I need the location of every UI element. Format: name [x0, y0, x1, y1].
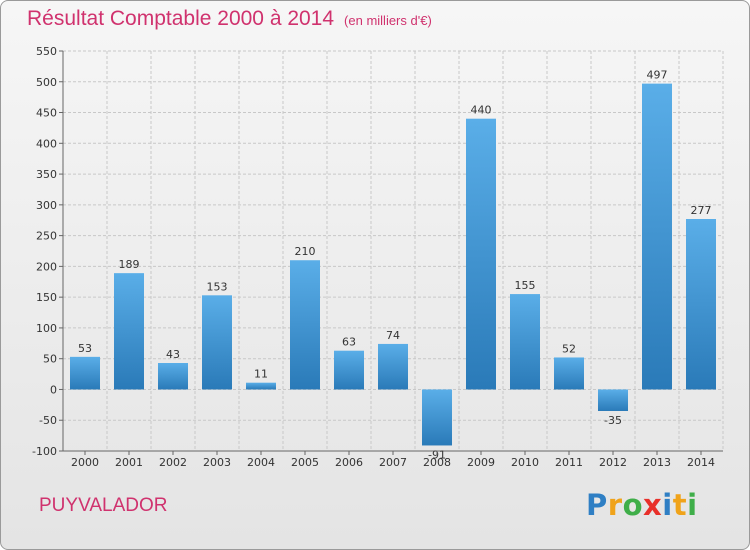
data-label: 497 — [647, 69, 668, 82]
y-tick-label: 0 — [50, 383, 57, 396]
chart-title: Résultat Comptable 2000 à 2014 — [27, 7, 335, 30]
data-label: 210 — [295, 245, 316, 258]
bar — [642, 83, 672, 390]
data-label: 53 — [78, 342, 92, 355]
bar — [114, 273, 144, 390]
y-tick-label: 350 — [36, 168, 57, 181]
bar — [510, 294, 540, 390]
x-tick-label: 2009 — [467, 456, 495, 469]
y-tick-label: -100 — [32, 445, 57, 458]
chart-title-block: Résultat Comptable 2000 à 2014 (en millie… — [27, 7, 432, 31]
brand-logo: Proxiti — [586, 488, 698, 522]
x-tick-label: 2011 — [555, 456, 583, 469]
x-tick-label: 2004 — [247, 456, 275, 469]
x-tick-label: 2007 — [379, 456, 407, 469]
data-label: 52 — [562, 342, 576, 355]
bar — [290, 260, 320, 390]
bar — [686, 219, 716, 390]
y-tick-label: 200 — [36, 260, 57, 273]
data-label: 440 — [471, 104, 492, 117]
data-label: 63 — [342, 336, 356, 349]
x-tick-label: 2000 — [71, 456, 99, 469]
y-tick-label: 550 — [36, 45, 57, 58]
bar — [202, 295, 232, 390]
y-tick-label: 150 — [36, 291, 57, 304]
x-tick-label: 2006 — [335, 456, 363, 469]
x-tick-label: 2014 — [687, 456, 715, 469]
y-tick-label: 500 — [36, 76, 57, 89]
data-label: 153 — [207, 280, 228, 293]
data-label: 74 — [386, 329, 400, 342]
y-tick-label: 300 — [36, 199, 57, 212]
chart-subtitle: (en milliers d'€) — [344, 13, 432, 28]
data-label: 11 — [254, 368, 268, 381]
y-tick-label: 250 — [36, 230, 57, 243]
bar — [466, 118, 496, 390]
y-tick-label: 400 — [36, 137, 57, 150]
brand-letter: P — [586, 488, 608, 522]
x-tick-label: 2003 — [203, 456, 231, 469]
data-label: 277 — [691, 204, 712, 217]
bar — [598, 389, 628, 411]
x-tick-label: 2008 — [423, 456, 451, 469]
x-tick-label: 2005 — [291, 456, 319, 469]
brand-letter: t — [672, 488, 688, 522]
data-label: -35 — [604, 414, 622, 427]
x-tick-label: 2010 — [511, 456, 539, 469]
bar — [158, 363, 188, 390]
data-label: 189 — [119, 258, 140, 271]
bar — [70, 356, 100, 390]
y-tick-label: 100 — [36, 322, 57, 335]
entity-name: PUYVALADOR — [39, 495, 168, 516]
y-tick-label: 50 — [43, 353, 57, 366]
brand-letter: o — [622, 488, 644, 522]
x-tick-label: 2012 — [599, 456, 627, 469]
brand-letter: x — [643, 488, 663, 522]
bar — [378, 343, 408, 390]
bar — [554, 357, 584, 390]
x-tick-label: 2013 — [643, 456, 671, 469]
bar — [422, 389, 452, 446]
brand-letter: r — [607, 488, 623, 522]
brand-letter: i — [662, 488, 673, 522]
y-tick-label: 450 — [36, 107, 57, 120]
bar — [334, 350, 364, 390]
y-tick-label: -50 — [39, 414, 57, 427]
x-tick-label: 2001 — [115, 456, 143, 469]
data-label: 155 — [515, 279, 536, 292]
data-label: 43 — [166, 348, 180, 361]
x-tick-label: 2002 — [159, 456, 187, 469]
bar — [246, 382, 276, 390]
brand-letter: i — [687, 488, 698, 522]
